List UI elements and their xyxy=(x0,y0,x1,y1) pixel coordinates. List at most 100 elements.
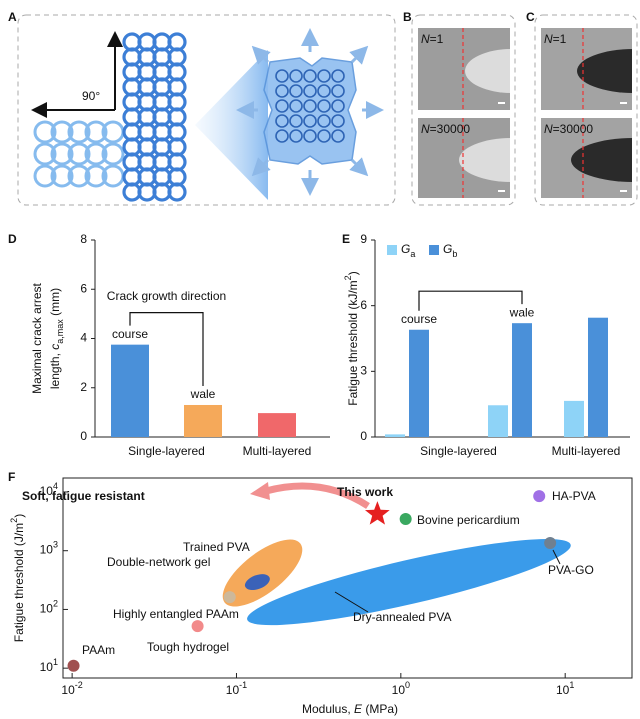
point-label: Bovine pericardium xyxy=(417,513,520,527)
angle-label: 90° xyxy=(82,89,100,103)
knit-loop xyxy=(67,164,91,188)
panel-label: E xyxy=(342,232,350,246)
fabric-loop xyxy=(317,99,331,113)
region xyxy=(247,539,571,626)
knit-loop xyxy=(84,164,108,188)
frame-label-part: =1 xyxy=(430,32,444,46)
fabric-loop xyxy=(317,114,331,128)
point xyxy=(399,512,412,525)
y-axis-title-part: c xyxy=(48,344,62,350)
frame-label-part: =1 xyxy=(553,32,567,46)
fabric-loop xyxy=(331,69,345,83)
fabric-loop xyxy=(289,114,303,128)
y-tick-label-base: 10 xyxy=(40,484,54,498)
zoom-cone xyxy=(195,50,268,200)
plot-frame xyxy=(62,477,633,679)
fabric-loop xyxy=(331,129,345,143)
x-tick-label: 10-1 xyxy=(226,680,247,697)
region xyxy=(244,574,270,591)
point-label: This work xyxy=(337,485,393,499)
stretch-arrow xyxy=(349,157,369,177)
legend-swatch xyxy=(387,245,397,255)
knit-loop xyxy=(50,164,74,188)
panel-b-frame xyxy=(411,14,516,206)
bracket xyxy=(129,312,204,386)
y-axis-title: length, ca,max (mm) xyxy=(48,288,65,389)
legend-label-symbol: G xyxy=(401,242,410,256)
x-tick-label-exp: -1 xyxy=(239,680,247,690)
knit-loop xyxy=(50,120,74,144)
frame-label: N=30000 xyxy=(544,122,593,136)
bar-label: wale xyxy=(509,305,535,319)
panel-label: D xyxy=(8,232,17,246)
y-tick-label: 2 xyxy=(80,380,87,394)
scale-bar xyxy=(498,190,505,192)
fabric-loop xyxy=(289,129,303,143)
x-group-label: Multi-layered xyxy=(552,444,621,458)
stretch-arrow xyxy=(251,157,271,177)
star-point xyxy=(365,501,390,525)
fabric-loop xyxy=(289,99,303,113)
panel-a-frame xyxy=(17,14,396,206)
y-tick-label: 0 xyxy=(360,429,367,443)
y-tick-label-base: 10 xyxy=(40,602,54,616)
x-tick-label: 10-2 xyxy=(61,680,82,697)
point xyxy=(533,490,546,503)
x-tick-label-exp: 1 xyxy=(569,680,574,690)
panel-label: A xyxy=(8,10,17,24)
fabric-loop xyxy=(275,84,289,98)
annotation-arrow xyxy=(265,482,370,509)
frame-label-part: N xyxy=(544,32,553,46)
y-tick-label: 101 xyxy=(40,658,58,675)
knit-loop xyxy=(33,120,57,144)
bar xyxy=(184,404,222,437)
y-tick-label: 3 xyxy=(360,364,367,378)
fabric-loop xyxy=(303,99,317,113)
leader xyxy=(552,549,561,565)
y-tick-label: 9 xyxy=(360,232,367,246)
y-tick-label: 6 xyxy=(360,298,367,312)
knit-loop xyxy=(84,120,108,144)
point-label: Double-network gel xyxy=(107,555,210,569)
y-tick-label: 104 xyxy=(40,481,58,498)
y-axis-title-part: length, xyxy=(48,350,62,389)
y-tick-label-exp: 1 xyxy=(53,658,58,668)
fabric-loop xyxy=(275,69,289,83)
fabric-loop xyxy=(289,69,303,83)
point-label: PVA-GO xyxy=(548,563,594,577)
fabric-loop xyxy=(303,114,317,128)
fabric-loop xyxy=(289,84,303,98)
bar xyxy=(564,400,584,437)
fabric-loop xyxy=(303,129,317,143)
scale-bar xyxy=(620,102,627,104)
legend-swatch xyxy=(429,245,439,255)
x-group-label: Single-layered xyxy=(420,444,497,458)
y-tick-label-exp: 4 xyxy=(53,481,58,491)
frame-label: N=30000 xyxy=(421,122,470,136)
crack xyxy=(571,138,632,182)
knit-loop xyxy=(101,142,125,166)
fabric-loop xyxy=(275,129,289,143)
bar xyxy=(385,434,405,437)
point xyxy=(544,537,557,550)
x-tick-label-base: 10 xyxy=(226,683,240,697)
x-tick-label-base: 10 xyxy=(61,683,75,697)
legend-label: Gb xyxy=(443,242,457,259)
frame-label-part: N xyxy=(421,32,430,46)
annotation: Crack growth direction xyxy=(107,289,226,303)
fabric-loop xyxy=(317,129,331,143)
fabric-loop xyxy=(303,69,317,83)
crack xyxy=(465,49,510,93)
y-tick-label: 103 xyxy=(40,540,58,557)
y-axis-title: Fatigue threshold (kJ/m2) xyxy=(343,271,360,405)
x-axis-title-part: (MPa) xyxy=(362,702,398,716)
bar xyxy=(488,405,508,437)
leader xyxy=(334,591,369,613)
y-axis-title-part: a,max xyxy=(55,319,65,344)
x-axis-title-part: Modulus, xyxy=(302,702,354,716)
annotation-arrowhead xyxy=(250,482,270,500)
y-tick-label: 102 xyxy=(40,599,58,616)
panel-label: C xyxy=(526,10,535,24)
x-tick-label-exp: -2 xyxy=(75,680,83,690)
legend-label-index: b xyxy=(452,249,457,259)
